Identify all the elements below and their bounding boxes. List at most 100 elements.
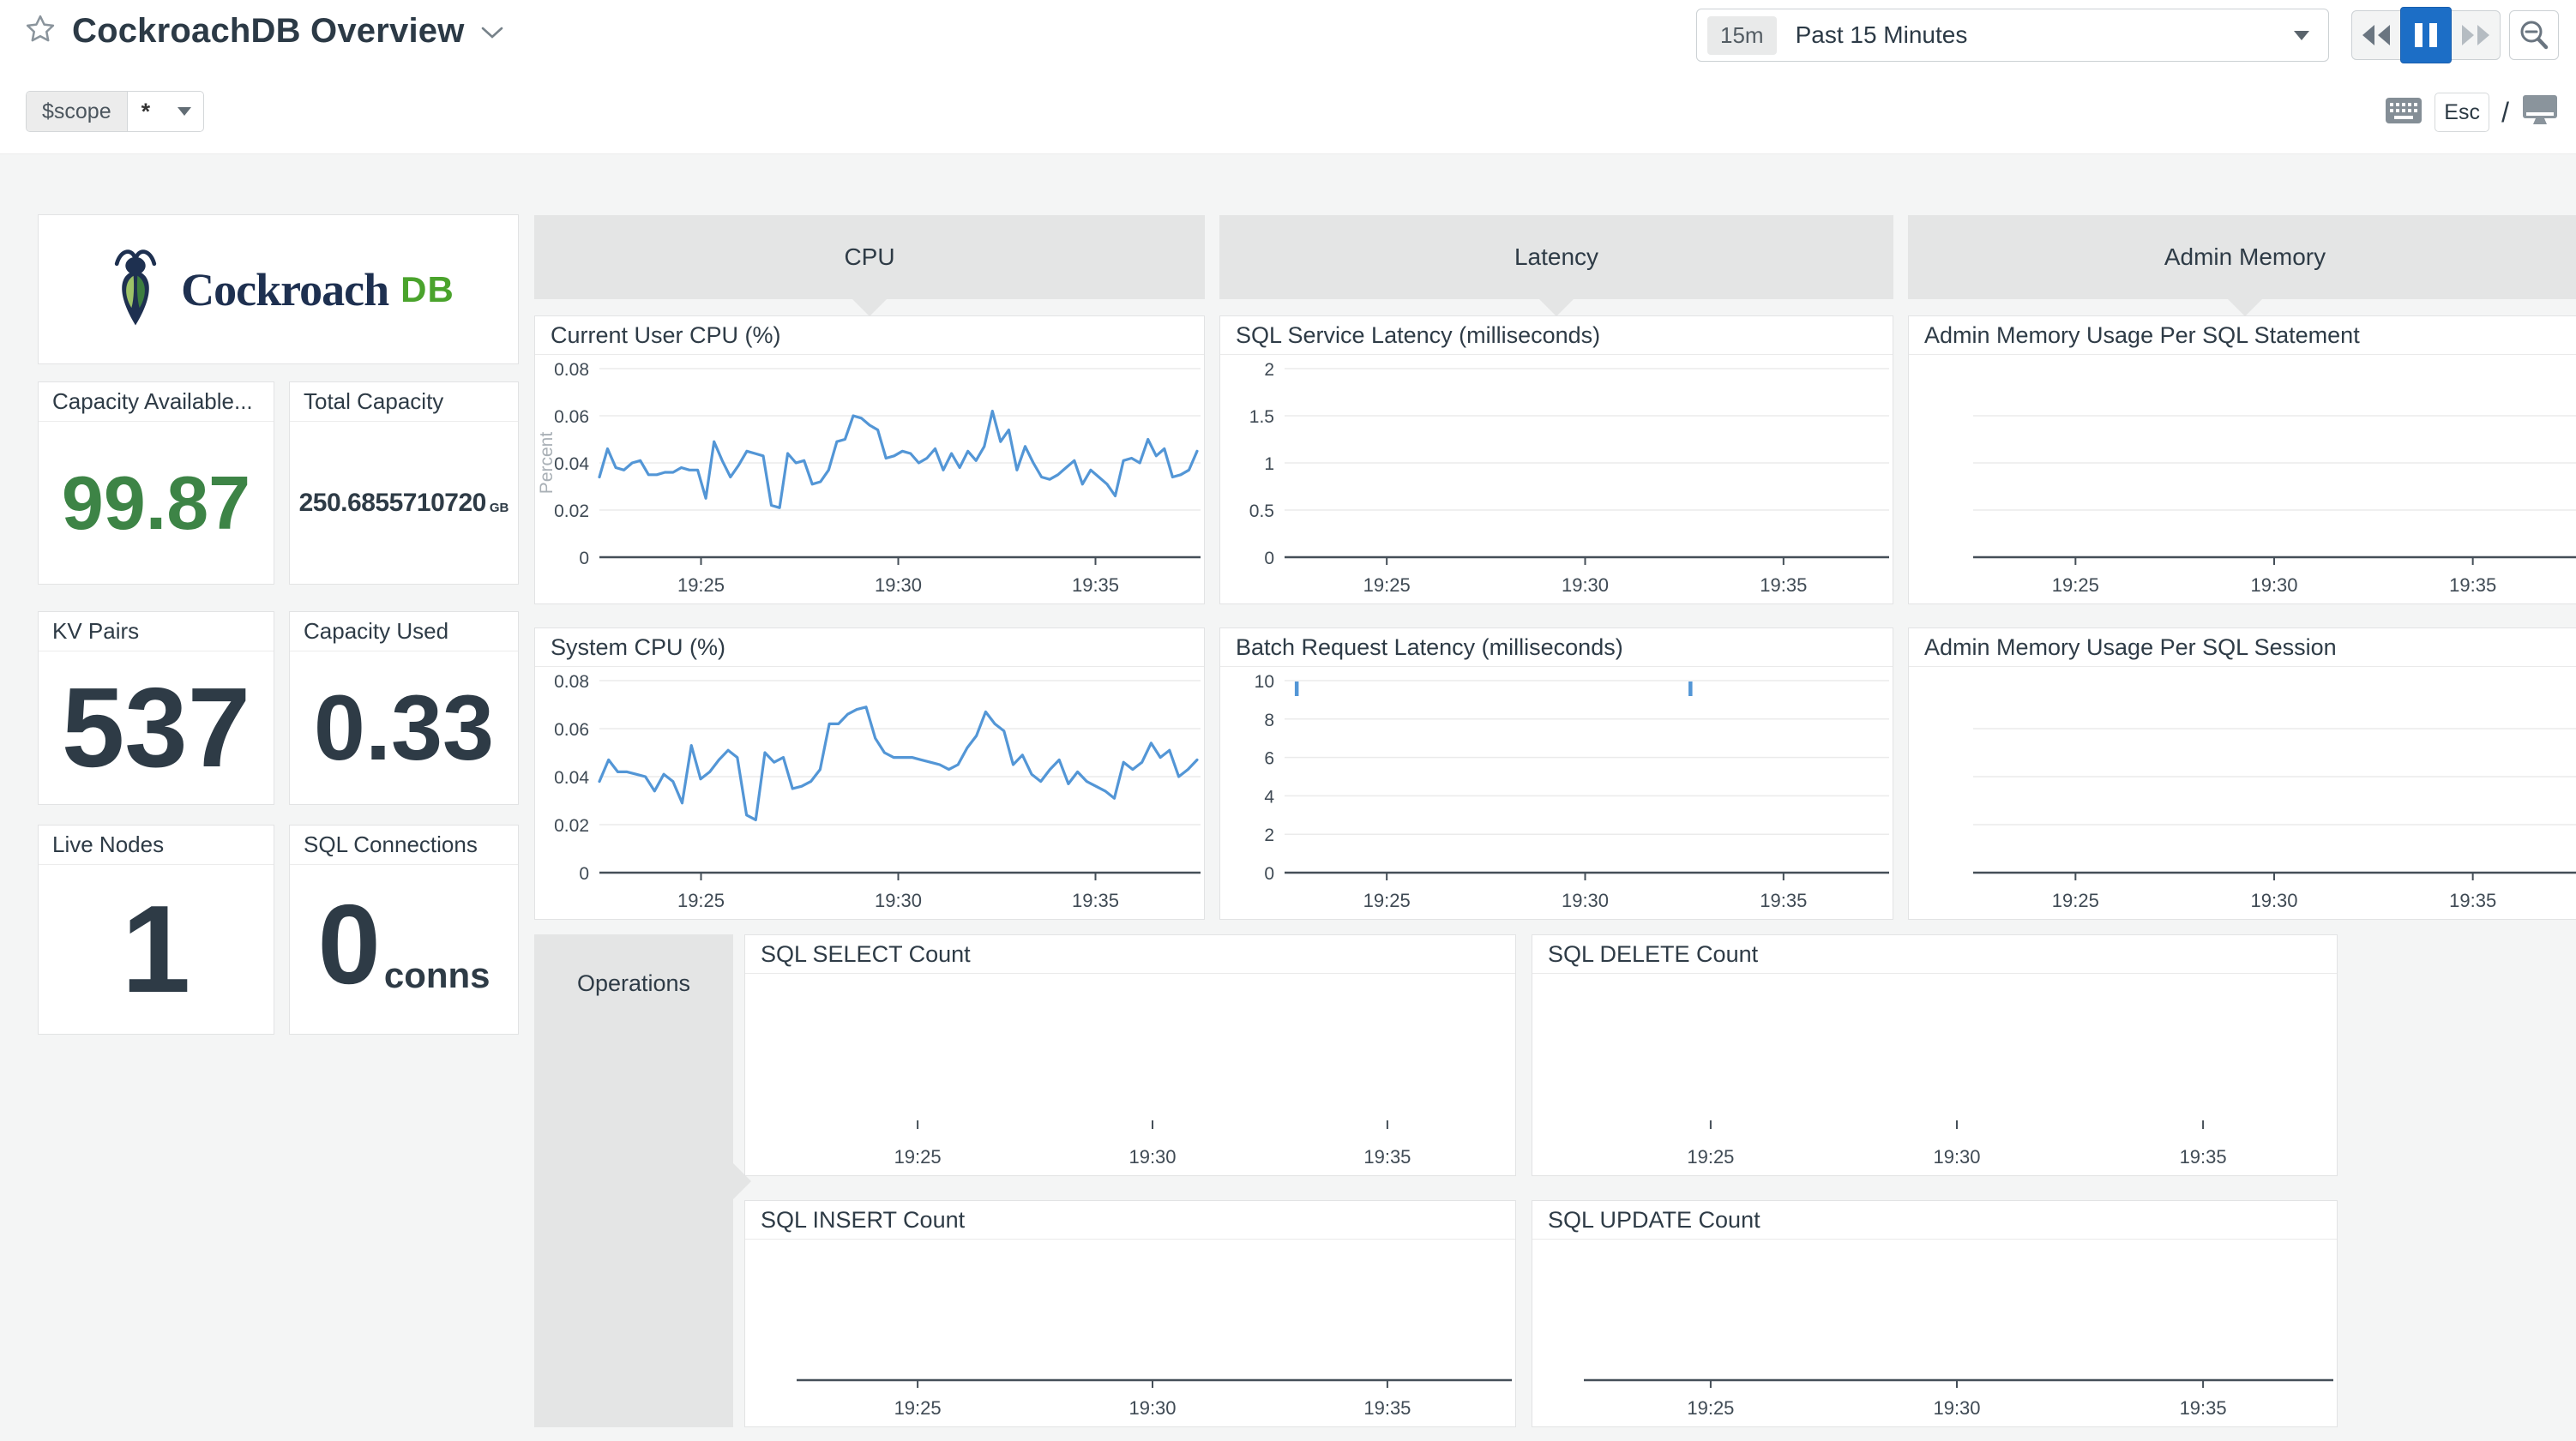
svg-text:19:35: 19:35 [1363,1146,1411,1168]
chart-card-batch-request-latency: Batch Request Latency (milliseconds) 0 2 4… [1219,627,1893,920]
chart-title: Batch Request Latency (milliseconds) [1220,628,1893,667]
svg-text:0.02: 0.02 [554,501,589,521]
svg-text:19:25: 19:25 [2052,890,2099,911]
chart-card-sql-update-count: SQL UPDATE Count 19:25 19:30 19:35 [1532,1200,2338,1427]
chart-plot-current-user-cpu[interactable]: 0 0.02 0.04 0.06 0.08 19:25 19:30 19:35 Percent [535,355,1204,603]
chart-plot-admin-memory-session[interactable]: 19:25 19:30 19:35 [1909,667,2576,919]
stat-value: 250.6855710720 [298,488,487,517]
fast-forward-button[interactable] [2452,11,2500,59]
chart-card-current-user-cpu: Current User CPU (%) 0 0.02 0.04 0.06 0.08 19… [534,315,1205,604]
group-header-cpu[interactable]: CPU [534,215,1205,299]
stat-card-kv-pairs[interactable]: KV Pairs 537 [38,611,274,805]
svg-text:19:25: 19:25 [677,574,725,596]
group-label: CPU [844,243,895,270]
stat-value: 1 [121,880,191,1018]
chart-card-sql-insert-count: SQL INSERT Count 19:25 19:30 19:35 [744,1200,1516,1427]
stat-value: 0 [317,881,381,1007]
svg-text:0.04: 0.04 [554,454,589,474]
chart-title: Admin Memory Usage Per SQL Statement [1909,316,2576,355]
stat-card-live-nodes[interactable]: Live Nodes 1 [38,825,274,1035]
svg-text:0.08: 0.08 [554,672,589,692]
keyboard-shortcuts-icon[interactable] [2385,97,2423,129]
svg-text:19:25: 19:25 [894,1397,942,1419]
favorite-star-icon[interactable] [24,13,57,50]
cockroachdb-logo-card[interactable]: Cockroach DB [38,214,519,364]
chart-plot-batch-request-latency[interactable]: 0 2 4 6 8 10 19:25 19:30 19:35 [1220,667,1893,919]
chart-title: SQL SELECT Count [745,935,1515,974]
group-label: Operations [576,970,691,996]
svg-text:19:35: 19:35 [2449,890,2496,911]
zoom-out-button[interactable] [2509,10,2559,60]
time-range-picker[interactable]: 15m Past 15 Minutes [1696,9,2329,62]
stat-title: KV Pairs [39,612,274,651]
stat-card-capacity-available[interactable]: Capacity Available... 99.87 [38,381,274,585]
scope-variable-name: $scope [27,92,128,131]
stat-card-capacity-used[interactable]: Capacity Used 0.33 [289,611,519,805]
svg-text:19:30: 19:30 [1129,1397,1176,1419]
stat-card-sql-connections[interactable]: SQL Connections 0 conns [289,825,519,1035]
chart-card-admin-memory-session: Admin Memory Usage Per SQL Session 19:25… [1908,627,2576,920]
scope-variable-value: * [141,98,151,124]
time-range-badge: 15m [1707,15,1777,55]
svg-text:19:25: 19:25 [1363,574,1411,596]
chart-title: System CPU (%) [535,628,1204,667]
svg-text:19:30: 19:30 [1562,574,1609,596]
chart-plot-sql-delete-count[interactable]: 19:25 19:30 19:35 [1532,974,2337,1175]
svg-text:0: 0 [579,549,589,568]
svg-text:10: 10 [1255,672,1274,692]
svg-text:19:25: 19:25 [1687,1397,1734,1419]
template-variable-scope[interactable]: $scope * [26,91,205,132]
chart-plot-system-cpu[interactable]: 0 0.02 0.04 0.06 0.08 19:25 19:30 19:35 [535,667,1204,919]
group-header-operations[interactable]: Operations [534,934,751,1427]
chart-title: SQL DELETE Count [1532,935,2337,974]
svg-text:19:35: 19:35 [2180,1397,2227,1419]
chart-plot-sql-insert-count[interactable]: 19:25 19:30 19:35 [745,1240,1515,1426]
svg-text:19:25: 19:25 [1363,890,1411,911]
svg-text:0.04: 0.04 [554,768,589,788]
group-label: Admin Memory [2164,243,2326,270]
chart-title: Current User CPU (%) [535,316,1204,355]
stat-unit: GB [489,501,509,515]
svg-text:0.06: 0.06 [554,407,589,427]
stat-unit: conns [383,955,491,995]
chart-title: SQL INSERT Count [745,1201,1515,1240]
svg-text:0.08: 0.08 [554,360,589,380]
page-title[interactable]: CockroachDB Overview [72,12,465,50]
group-header-latency[interactable]: Latency [1219,215,1893,299]
svg-text:19:30: 19:30 [2250,574,2297,596]
chart-card-sql-service-latency: SQL Service Latency (milliseconds) 0 0.5 1… [1219,315,1893,604]
stat-title: Total Capacity [290,382,518,422]
svg-text:19:30: 19:30 [2250,890,2297,911]
stat-title: Capacity Available... [39,382,274,422]
pause-button[interactable] [2400,7,2452,63]
chart-plot-admin-memory-statement[interactable]: 19:25 19:30 19:35 [1909,355,2576,603]
rewind-button[interactable] [2352,11,2400,59]
chart-card-sql-delete-count: SQL DELETE Count 19:25 19:30 19:35 [1532,934,2338,1176]
chart-plot-sql-select-count[interactable]: 19:25 19:30 19:35 [745,974,1515,1175]
svg-text:4: 4 [1264,787,1274,807]
stat-card-total-capacity[interactable]: Total Capacity 250.6855710720 GB [289,381,519,585]
svg-text:19:35: 19:35 [1760,890,1807,911]
svg-text:19:25: 19:25 [1687,1146,1734,1168]
stat-title: Live Nodes [39,826,274,865]
svg-text:0: 0 [1264,864,1274,884]
chart-plot-sql-update-count[interactable]: 19:25 19:30 19:35 [1532,1240,2337,1426]
svg-text:1: 1 [1264,454,1274,474]
stat-title: SQL Connections [290,826,518,865]
group-header-admin-memory[interactable]: Admin Memory [1908,215,2576,299]
esc-key-hint: Esc [2435,93,2490,132]
logo-brand-text: Cockroach [181,263,389,315]
chart-card-sql-select-count: SQL SELECT Count 19:25 19:30 19:35 [744,934,1516,1176]
svg-text:2: 2 [1264,360,1274,380]
tv-mode-icon[interactable] [2521,93,2559,132]
title-chevron-down-icon[interactable] [480,25,504,45]
time-range-caret-icon [2294,30,2309,40]
chart-card-system-cpu: System CPU (%) 0 0.02 0.04 0.06 0.08 19:25 19:… [534,627,1205,920]
svg-text:19:30: 19:30 [1562,890,1609,911]
svg-text:0: 0 [1264,549,1274,568]
chart-plot-sql-service-latency[interactable]: 0 0.5 1 1.5 2 19:25 19:30 19:35 [1220,355,1893,603]
pause-icon [2415,23,2423,47]
chart-card-admin-memory-statement: Admin Memory Usage Per SQL Statement 19:… [1908,315,2576,604]
svg-text:19:35: 19:35 [2449,574,2496,596]
